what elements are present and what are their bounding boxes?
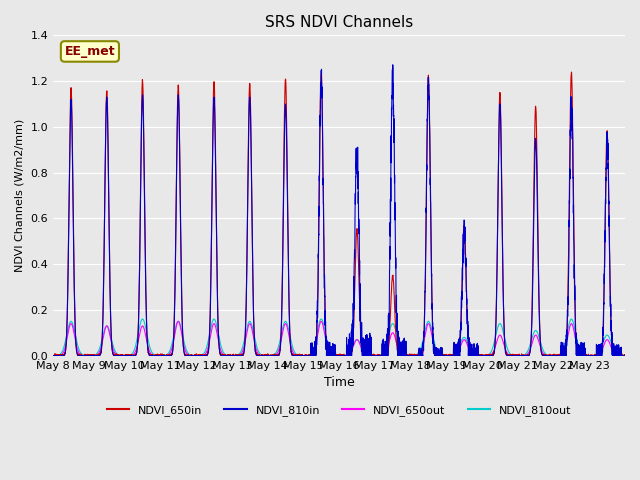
Text: EE_met: EE_met [65,45,115,58]
Y-axis label: NDVI Channels (W/m2/mm): NDVI Channels (W/m2/mm) [15,119,25,272]
X-axis label: Time: Time [324,376,355,389]
Title: SRS NDVI Channels: SRS NDVI Channels [265,15,413,30]
Legend: NDVI_650in, NDVI_810in, NDVI_650out, NDVI_810out: NDVI_650in, NDVI_810in, NDVI_650out, NDV… [102,401,576,420]
